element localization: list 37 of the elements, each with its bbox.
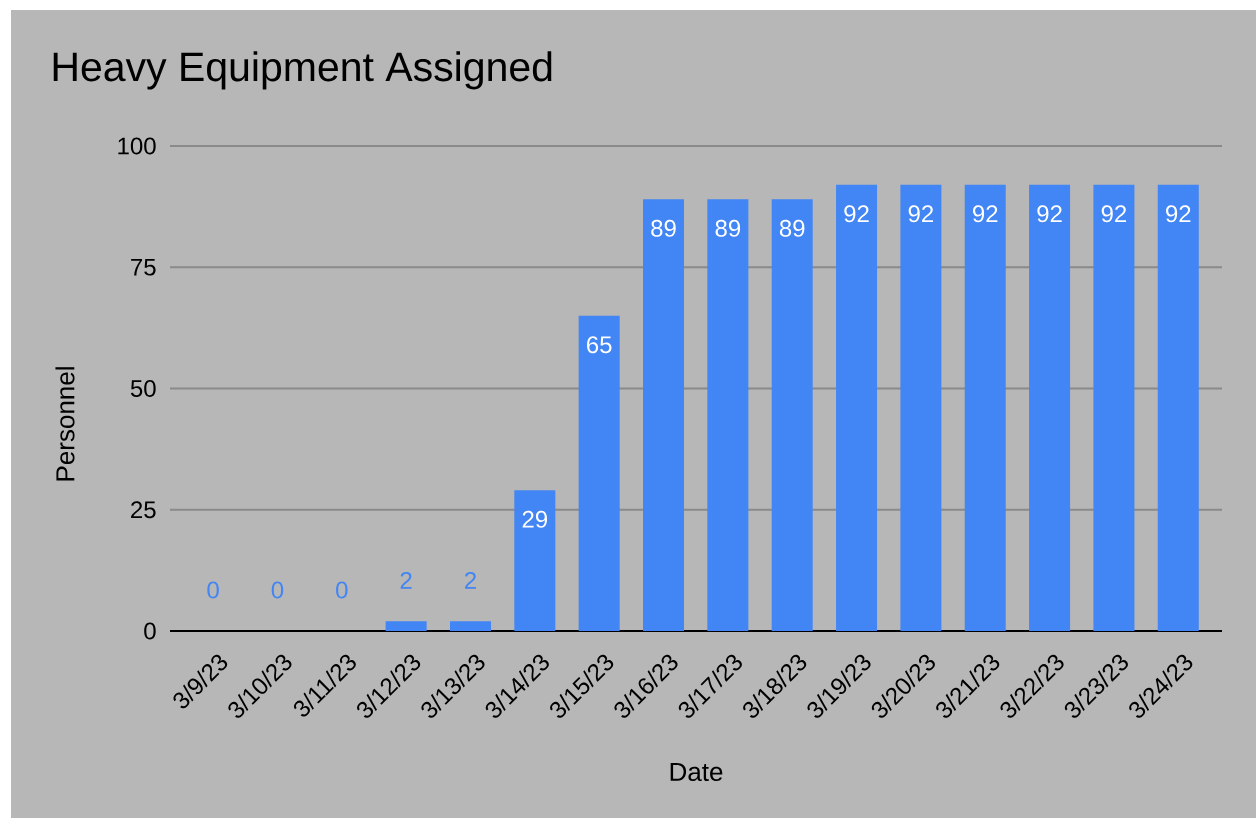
bar	[1157, 184, 1199, 631]
bar	[449, 621, 491, 631]
data-label: 0	[207, 581, 219, 599]
bar	[643, 199, 685, 631]
data-label: 2	[400, 571, 412, 589]
data-label: 2	[465, 571, 476, 589]
bar	[514, 490, 556, 631]
chart-title: Heavy Equipment Assigned	[53, 51, 552, 90]
data-label: 29	[522, 510, 548, 528]
data-label: 92	[844, 205, 869, 223]
y-tick-label: 50	[130, 380, 156, 397]
bar	[771, 199, 813, 631]
data-label: 92	[1101, 205, 1127, 223]
data-label: 92	[1166, 205, 1191, 223]
data-label: 89	[651, 219, 676, 237]
bar	[836, 184, 878, 631]
data-label: 89	[779, 219, 805, 237]
data-label: 89	[715, 219, 741, 237]
y-tick-label: 25	[131, 501, 156, 519]
bar	[900, 184, 942, 631]
y-tick-label: 100	[118, 137, 156, 155]
bar	[1093, 184, 1135, 631]
data-label: 92	[973, 205, 998, 223]
y-tick-label: 75	[131, 258, 156, 276]
data-label: 0	[336, 581, 348, 599]
data-label: 0	[271, 581, 284, 599]
data-label: 92	[1037, 205, 1062, 223]
data-label: 65	[587, 336, 612, 354]
bar	[707, 199, 749, 631]
bar	[1029, 184, 1071, 631]
y-axis-title: Personnel	[55, 367, 75, 481]
data-label: 92	[908, 205, 934, 223]
bar	[578, 315, 620, 631]
x-axis-title: Date	[670, 762, 723, 782]
bar	[964, 184, 1006, 631]
bar	[385, 621, 427, 631]
y-tick-label: 0	[144, 622, 156, 640]
